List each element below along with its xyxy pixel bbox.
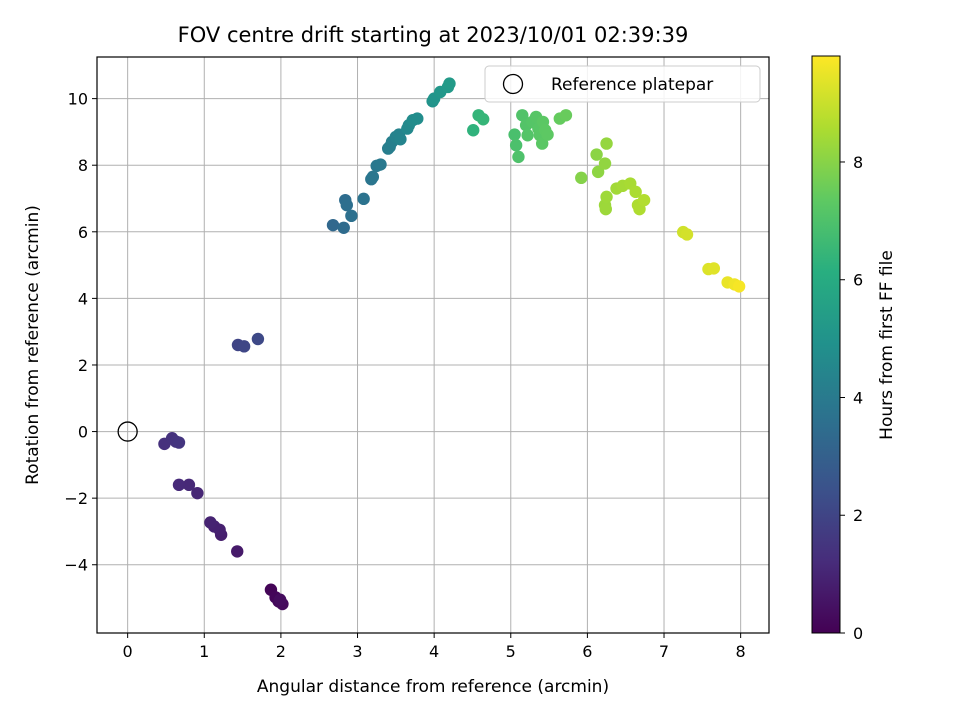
data-points <box>158 77 746 611</box>
data-point <box>509 139 523 152</box>
data-point <box>182 478 196 492</box>
colorbar-tick-label: 2 <box>853 506 863 525</box>
data-point <box>443 77 456 90</box>
data-point <box>559 109 573 122</box>
legend-marker-circle <box>502 73 524 95</box>
legend: Reference platepar <box>484 65 761 103</box>
reference-marker-layer <box>117 421 138 442</box>
x-tick-label: 8 <box>736 642 746 661</box>
data-point <box>357 192 370 206</box>
data-point <box>541 128 554 141</box>
grid-lines <box>97 57 769 633</box>
data-point <box>251 332 265 346</box>
data-point <box>680 228 694 241</box>
y-tick-label: 0 <box>78 423 88 442</box>
y-ticks: −4 −2 0 2 4 6 8 10 <box>64 90 97 575</box>
data-point <box>637 193 651 207</box>
colorbar-tick-label: 6 <box>853 271 863 290</box>
data-point <box>732 280 746 293</box>
legend-entry-reference: Reference platepar <box>551 75 713 95</box>
colorbar-tick-label: 4 <box>853 388 863 407</box>
data-point <box>204 516 217 529</box>
colorbar-tick-label: 0 <box>853 624 863 643</box>
colorbar-ticks: 0 2 4 6 8 <box>840 153 863 643</box>
data-point <box>374 158 387 171</box>
data-point <box>476 113 490 126</box>
data-point <box>237 340 251 353</box>
data-point <box>629 185 642 199</box>
data-point <box>575 171 588 185</box>
data-point <box>598 157 612 170</box>
x-tick-label: 1 <box>199 642 209 661</box>
data-point <box>600 190 613 204</box>
plot-frame <box>96 56 770 634</box>
y-tick-label: 6 <box>78 223 88 242</box>
chart-title: FOV centre drift starting at 2023/10/01 … <box>178 23 689 47</box>
data-point <box>394 133 407 146</box>
x-tick-label: 0 <box>123 642 133 661</box>
data-point <box>591 165 605 179</box>
x-tick-label: 7 <box>659 642 669 661</box>
colorbar: 0 2 4 6 8 Hours from first FF file <box>811 55 897 643</box>
x-tick-label: 4 <box>429 642 439 661</box>
colorbar-tick-label: 8 <box>853 153 863 172</box>
data-point <box>326 218 340 232</box>
y-tick-label: 8 <box>78 156 88 175</box>
data-point <box>600 137 613 150</box>
data-point <box>191 486 204 500</box>
data-point <box>508 128 521 141</box>
data-point <box>172 478 186 492</box>
y-tick-label: 10 <box>68 90 88 109</box>
y-tick-label: −2 <box>64 489 88 508</box>
y-tick-label: 4 <box>78 289 88 308</box>
data-point <box>599 202 612 216</box>
x-tick-label: 6 <box>582 642 592 661</box>
legend-box <box>484 65 761 103</box>
data-point <box>231 545 244 558</box>
data-point <box>535 137 549 150</box>
y-axis-label: Rotation from reference (arcmin) <box>23 205 43 485</box>
data-point <box>590 148 603 161</box>
x-tick-label: 3 <box>352 642 362 661</box>
reference-platepar-marker <box>117 421 138 442</box>
data-point <box>172 436 186 449</box>
colorbar-label: Hours from first FF file <box>877 250 897 440</box>
data-point <box>516 109 529 122</box>
colorbar-gradient <box>811 55 841 634</box>
x-axis-label: Angular distance from reference (arcmin) <box>257 677 609 697</box>
data-point <box>345 209 358 223</box>
data-point <box>411 112 424 125</box>
data-point <box>707 262 721 275</box>
data-point <box>340 198 353 212</box>
data-point <box>337 221 350 235</box>
data-point <box>273 593 287 606</box>
x-tick-label: 5 <box>506 642 516 661</box>
y-tick-label: −4 <box>64 556 88 575</box>
data-point <box>512 150 525 164</box>
data-point <box>467 124 480 137</box>
x-ticks: 0 1 2 3 4 5 6 7 8 <box>123 633 746 661</box>
y-tick-label: 2 <box>78 356 88 375</box>
data-point <box>521 129 534 142</box>
data-point <box>366 170 380 184</box>
x-tick-label: 2 <box>276 642 286 661</box>
